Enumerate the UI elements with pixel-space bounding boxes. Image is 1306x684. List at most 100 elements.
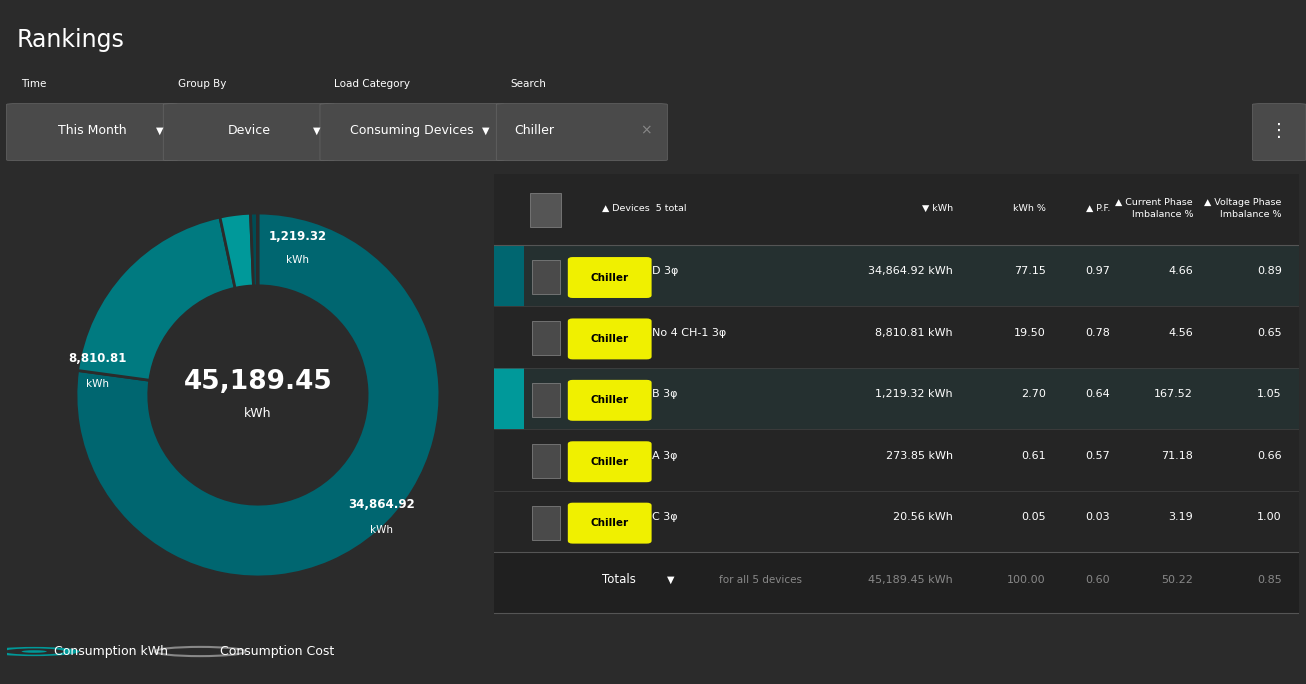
Text: 0.85: 0.85 bbox=[1256, 575, 1281, 585]
FancyBboxPatch shape bbox=[568, 380, 652, 421]
Circle shape bbox=[22, 650, 47, 653]
Bar bbox=[494, 429, 524, 490]
FancyBboxPatch shape bbox=[163, 103, 334, 161]
Text: This Month: This Month bbox=[57, 124, 127, 137]
Text: ⋮: ⋮ bbox=[1271, 122, 1288, 140]
Text: ▲ Voltage Phase
Imbalance %: ▲ Voltage Phase Imbalance % bbox=[1204, 198, 1281, 219]
Text: 8,810.81: 8,810.81 bbox=[69, 352, 127, 365]
Text: 0.57: 0.57 bbox=[1085, 451, 1110, 460]
Text: 45,189.45: 45,189.45 bbox=[184, 369, 332, 395]
Text: 20.56 kWh: 20.56 kWh bbox=[893, 512, 953, 522]
Bar bbox=[533, 505, 560, 540]
Text: Chiller: Chiller bbox=[590, 334, 628, 344]
Bar bbox=[494, 368, 524, 429]
Text: Consumption Cost: Consumption Cost bbox=[221, 645, 334, 658]
Text: 34,864.92: 34,864.92 bbox=[349, 498, 415, 511]
Text: kWh: kWh bbox=[86, 379, 110, 389]
Text: 4.66: 4.66 bbox=[1169, 266, 1194, 276]
FancyBboxPatch shape bbox=[568, 257, 652, 298]
Bar bbox=[533, 321, 560, 356]
Wedge shape bbox=[76, 213, 440, 577]
Text: Group By: Group By bbox=[178, 79, 226, 88]
Text: Totals: Totals bbox=[602, 573, 636, 586]
Text: Device: Device bbox=[227, 124, 270, 137]
FancyBboxPatch shape bbox=[320, 103, 504, 161]
Text: ▲ Current Phase
Imbalance %: ▲ Current Phase Imbalance % bbox=[1115, 198, 1194, 219]
Text: kWh: kWh bbox=[370, 525, 393, 535]
Text: kWh %: kWh % bbox=[1012, 204, 1046, 213]
Text: 273.85 kWh: 273.85 kWh bbox=[885, 451, 953, 460]
Bar bbox=[494, 174, 1299, 245]
Text: B 3φ: B 3φ bbox=[653, 389, 678, 399]
Bar bbox=[494, 245, 1299, 306]
Text: Time: Time bbox=[21, 79, 46, 88]
Bar bbox=[494, 368, 1299, 429]
Bar bbox=[494, 306, 524, 368]
Text: 0.05: 0.05 bbox=[1021, 512, 1046, 522]
Text: ▼: ▼ bbox=[155, 126, 163, 135]
Text: 0.97: 0.97 bbox=[1085, 266, 1110, 276]
Text: Load Category: Load Category bbox=[334, 79, 410, 88]
FancyBboxPatch shape bbox=[568, 441, 652, 482]
FancyBboxPatch shape bbox=[568, 503, 652, 544]
Text: 0.89: 0.89 bbox=[1256, 266, 1281, 276]
Text: ▲ P.F.: ▲ P.F. bbox=[1085, 204, 1110, 213]
Text: kWh: kWh bbox=[244, 407, 272, 420]
Text: Chiller: Chiller bbox=[590, 395, 628, 406]
Text: 50.22: 50.22 bbox=[1161, 575, 1194, 585]
Text: 0.60: 0.60 bbox=[1085, 575, 1110, 585]
Text: 1,219.32: 1,219.32 bbox=[269, 231, 326, 244]
FancyBboxPatch shape bbox=[7, 103, 178, 161]
Text: Chiller: Chiller bbox=[590, 518, 628, 528]
Circle shape bbox=[4, 648, 64, 655]
FancyBboxPatch shape bbox=[496, 103, 667, 161]
Wedge shape bbox=[77, 217, 235, 380]
Bar bbox=[494, 306, 1299, 368]
Text: 77.15: 77.15 bbox=[1013, 266, 1046, 276]
Wedge shape bbox=[251, 213, 257, 286]
Bar bbox=[530, 193, 560, 226]
Text: 71.18: 71.18 bbox=[1161, 451, 1194, 460]
Bar bbox=[533, 260, 560, 294]
Text: 8,810.81 kWh: 8,810.81 kWh bbox=[875, 328, 953, 338]
Bar bbox=[494, 429, 1299, 490]
Text: Search: Search bbox=[511, 79, 546, 88]
Text: 19.50: 19.50 bbox=[1013, 328, 1046, 338]
Text: kWh: kWh bbox=[286, 255, 310, 265]
Text: ×: × bbox=[640, 124, 652, 137]
Text: 0.66: 0.66 bbox=[1258, 451, 1281, 460]
Text: for all 5 devices: for all 5 devices bbox=[720, 575, 802, 585]
Text: No 4 CH-1 3φ: No 4 CH-1 3φ bbox=[653, 328, 726, 338]
Text: 4.56: 4.56 bbox=[1169, 328, 1194, 338]
Text: 0.78: 0.78 bbox=[1085, 328, 1110, 338]
Text: 100.00: 100.00 bbox=[1007, 575, 1046, 585]
Bar bbox=[494, 490, 524, 552]
Text: ▼ kWh: ▼ kWh bbox=[922, 204, 953, 213]
Text: Chiller: Chiller bbox=[515, 124, 555, 137]
Text: 0.65: 0.65 bbox=[1258, 328, 1281, 338]
Text: 34,864.92 kWh: 34,864.92 kWh bbox=[868, 266, 953, 276]
Text: Rankings: Rankings bbox=[17, 27, 125, 51]
Text: C 3φ: C 3φ bbox=[653, 512, 678, 522]
Text: Chiller: Chiller bbox=[590, 272, 628, 282]
Wedge shape bbox=[219, 213, 253, 288]
Bar bbox=[533, 444, 560, 478]
Bar bbox=[494, 490, 1299, 552]
Text: ▼: ▼ bbox=[482, 126, 490, 135]
Text: 0.64: 0.64 bbox=[1085, 389, 1110, 399]
Text: 1,219.32 kWh: 1,219.32 kWh bbox=[875, 389, 953, 399]
Text: ▲ Devices  5 total: ▲ Devices 5 total bbox=[602, 204, 687, 213]
Text: 45,189.45 kWh: 45,189.45 kWh bbox=[868, 575, 953, 585]
Text: 0.61: 0.61 bbox=[1021, 451, 1046, 460]
Text: Consuming Devices: Consuming Devices bbox=[350, 124, 474, 137]
Text: D 3φ: D 3φ bbox=[653, 266, 679, 276]
Text: 3.19: 3.19 bbox=[1169, 512, 1194, 522]
Text: 1.00: 1.00 bbox=[1258, 512, 1281, 522]
Text: Chiller: Chiller bbox=[590, 457, 628, 466]
FancyBboxPatch shape bbox=[1252, 103, 1306, 161]
Text: 1.05: 1.05 bbox=[1258, 389, 1281, 399]
Text: Consumption kWh: Consumption kWh bbox=[55, 645, 168, 658]
Text: ▼: ▼ bbox=[667, 575, 674, 585]
Text: 0.03: 0.03 bbox=[1085, 512, 1110, 522]
Text: 2.70: 2.70 bbox=[1021, 389, 1046, 399]
